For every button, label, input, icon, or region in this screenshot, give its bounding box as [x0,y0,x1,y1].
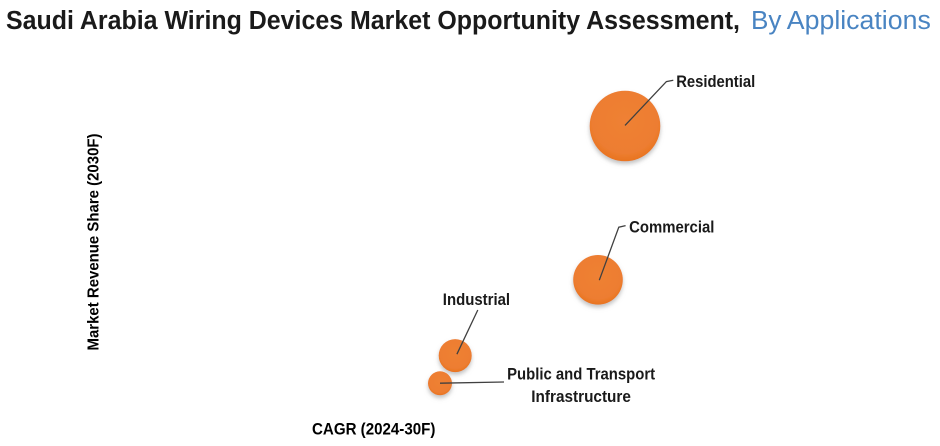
svg-text:Market Revenue Share (2030F): Market Revenue Share (2030F) [85,133,102,350]
svg-text:CAGR (2024-30F): CAGR (2024-30F) [312,420,435,439]
svg-text:Saudi Arabia Wiring Devices Ma: Saudi Arabia Wiring Devices Market Oppor… [6,7,740,35]
svg-text:Residential: Residential [676,73,755,91]
svg-text:Commercial: Commercial [629,218,714,236]
svg-text:Applications: Applications [787,7,931,35]
svg-text:Infrastructure: Infrastructure [531,388,631,406]
svg-text:By: By [751,7,782,35]
svg-text:Industrial: Industrial [443,291,510,309]
svg-text:Public and Transport: Public and Transport [507,366,655,384]
